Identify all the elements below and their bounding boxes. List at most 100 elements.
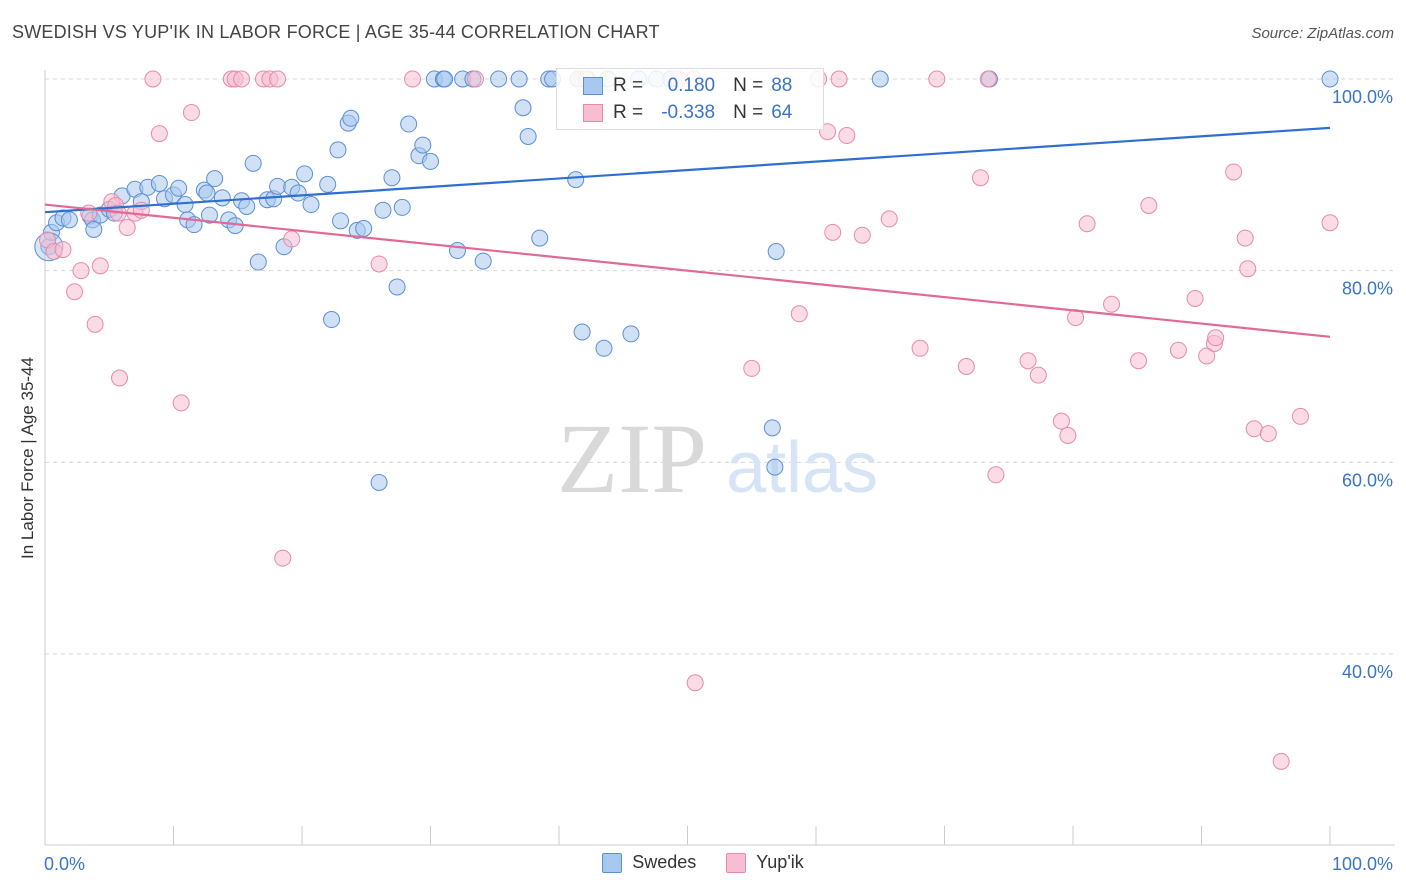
swedes-point: [319, 175, 337, 193]
watermark-zip: ZIP: [557, 403, 707, 514]
swedes-point: [329, 141, 347, 159]
swedes-point: [200, 206, 218, 224]
swedes-trend-line: [44, 126, 1331, 214]
swedes-point: [269, 177, 287, 195]
yupik-r-value: -0.338: [661, 102, 716, 123]
swedes-point: [244, 154, 262, 172]
swedes-point: [510, 70, 528, 88]
x-tick-labels: 0.0% 100.0%: [44, 854, 1393, 874]
swedes-point: [249, 253, 267, 271]
yupik-point: [86, 315, 104, 333]
swedes-point: [176, 196, 194, 214]
yupik-point: [91, 257, 109, 275]
n-label: N =: [733, 102, 764, 123]
swedes-point: [170, 179, 188, 197]
y-tick-label: 100.0%: [1332, 87, 1393, 107]
swedes-point: [595, 339, 613, 357]
swedes-point: [206, 170, 224, 188]
yupik-point: [911, 339, 929, 357]
yupik-point: [182, 104, 200, 122]
yupik-point: [370, 255, 388, 273]
swedes-point: [238, 197, 256, 215]
swedes-swatch: [583, 77, 603, 95]
legend-item-swedes[interactable]: Swedes: [602, 852, 696, 873]
swedes-point: [766, 458, 784, 476]
yupik-point: [1236, 229, 1254, 247]
yupik-point: [1019, 352, 1037, 370]
swedes-point: [531, 229, 549, 247]
yupik-point: [1321, 214, 1339, 232]
swedes-point: [422, 152, 439, 170]
yupik-point: [233, 70, 251, 88]
source-label: Source: ZipAtlas.com: [1251, 25, 1394, 42]
yupik-point: [824, 223, 842, 241]
swedes-point: [767, 243, 785, 260]
yupik-point: [172, 394, 190, 412]
yupik-trend-line: [44, 203, 1331, 338]
swedes-point: [198, 184, 216, 202]
yupik-point: [1140, 197, 1158, 214]
yupik-point: [54, 241, 72, 259]
yupik-point: [404, 70, 422, 88]
yupik-point: [686, 674, 704, 692]
swedes-point: [567, 171, 585, 189]
yupik-point: [838, 127, 856, 145]
yupik-point: [979, 70, 997, 88]
x-ticks: [173, 826, 1331, 845]
swedes-point: [414, 136, 432, 154]
yupik-point: [743, 359, 761, 377]
yupik-point: [1225, 163, 1243, 181]
correlation-legend: R = 0.180 N = 88 R = -0.338 N = 64: [556, 68, 824, 130]
yupik-point: [1207, 329, 1225, 347]
swedes-point: [514, 99, 532, 117]
yupik-point: [283, 230, 301, 248]
swedes-point: [622, 325, 640, 343]
yupik-swatch: [583, 104, 603, 122]
swedes-legend-swatch: [602, 852, 623, 873]
yupik-point: [1169, 341, 1187, 359]
swedes-point: [296, 165, 314, 183]
yupik-point: [1186, 289, 1204, 307]
series-legend: Swedes Yup'ik: [0, 852, 1406, 873]
yupik-point: [1245, 420, 1263, 438]
yupik-point: [269, 70, 287, 88]
swedes-point: [355, 220, 373, 237]
yupik-point: [466, 70, 484, 88]
swedes-r-value: 0.180: [667, 75, 716, 96]
yupik-point: [1198, 347, 1216, 365]
y-tick-label: 60.0%: [1342, 470, 1393, 490]
y-tick-label: 40.0%: [1342, 662, 1393, 682]
swedes-point: [302, 196, 320, 214]
yupik-point: [957, 358, 975, 375]
yupik-point: [274, 549, 292, 567]
yupik-point: [971, 169, 989, 187]
swedes-point: [150, 174, 168, 192]
yupik-point: [1291, 407, 1309, 425]
swedes-point: [60, 211, 78, 229]
yupik-legend-label: Yup'ik: [756, 852, 804, 872]
legend-row-yupik: R = -0.338 N = 64: [583, 101, 792, 125]
swedes-point: [383, 169, 401, 187]
trend-lines: [44, 126, 1331, 338]
legend-item-yupik[interactable]: Yup'ik: [726, 852, 804, 873]
swedes-point: [289, 184, 307, 202]
swedes-point: [573, 323, 591, 341]
swedes-point: [213, 189, 231, 207]
swedes-point: [448, 242, 466, 260]
swedes-point: [370, 473, 388, 491]
swedes-point: [393, 198, 411, 216]
y-tick-labels: 100.0% 80.0% 60.0% 40.0%: [1332, 87, 1393, 682]
r-label: R =: [613, 75, 644, 96]
yupik-point: [111, 369, 129, 387]
yupik-point: [1059, 427, 1077, 444]
y-tick-label: 80.0%: [1342, 279, 1393, 299]
yupik-point: [1078, 215, 1096, 233]
legend-row-swedes: R = 0.180 N = 88: [583, 74, 792, 98]
swedes-point: [323, 311, 341, 329]
swedes-point: [342, 109, 360, 127]
yupik-point: [144, 70, 162, 88]
yupik-point: [1239, 260, 1257, 278]
yupik-point: [66, 283, 84, 301]
yupik-point: [1259, 425, 1277, 443]
yupik-legend-swatch: [726, 852, 747, 873]
